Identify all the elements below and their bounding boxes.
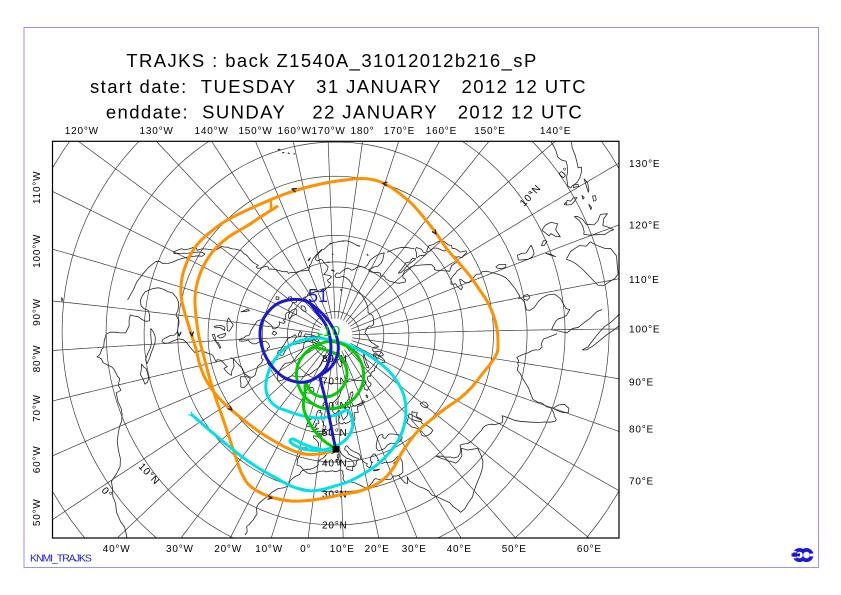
svg-text:10°E: 10°E: [330, 544, 355, 555]
svg-text:20°W: 20°W: [214, 544, 242, 555]
svg-text:130°E: 130°E: [629, 159, 660, 170]
svg-text:50°E: 50°E: [502, 544, 527, 555]
svg-text:51: 51: [308, 286, 328, 306]
svg-text:50°N: 50°N: [322, 428, 348, 439]
svg-text:160°E: 160°E: [426, 126, 457, 137]
svg-text:60°W: 60°W: [32, 445, 43, 473]
svg-text:70°N: 70°N: [322, 377, 348, 388]
svg-text:170°E: 170°E: [384, 126, 415, 137]
svg-text:100°E: 100°E: [629, 324, 660, 335]
svg-text:180°: 180°: [351, 126, 375, 137]
svg-text:70°E: 70°E: [629, 477, 654, 488]
svg-text:150°E: 150°E: [474, 126, 505, 137]
svg-text:70°W: 70°W: [32, 394, 43, 422]
svg-text:140°E: 140°E: [540, 126, 571, 137]
svg-text:TRAJKS : back Z1540A_31012012b: TRAJKS : back Z1540A_31012012b216_sP: [126, 50, 537, 72]
svg-text:30°W: 30°W: [166, 544, 194, 555]
svg-text:120°W: 120°W: [65, 126, 99, 137]
svg-text:10: 10: [323, 324, 341, 340]
svg-text:20°E: 20°E: [365, 544, 390, 555]
svg-text:170°W: 170°W: [312, 126, 346, 137]
svg-text:40°W: 40°W: [103, 544, 131, 555]
svg-text:160°W: 160°W: [278, 126, 312, 137]
svg-text:40°N: 40°N: [322, 459, 348, 470]
svg-text:20°N: 20°N: [322, 521, 348, 532]
svg-text:150°W: 150°W: [238, 126, 272, 137]
svg-text:90°E: 90°E: [629, 378, 654, 389]
svg-text:enddate: SUNDAY 22 JANUARY: enddate: SUNDAY 22 JANUARY 2012 12 UTC: [106, 102, 583, 123]
svg-text:110°E: 110°E: [629, 275, 660, 286]
svg-text:80°W: 80°W: [32, 345, 43, 373]
svg-text:10°W: 10°W: [255, 544, 283, 555]
svg-text:110°W: 110°W: [32, 171, 43, 204]
svg-text:50°W: 50°W: [32, 498, 43, 526]
svg-text:30°E: 30°E: [402, 544, 427, 555]
svg-text:120°E: 120°E: [629, 221, 660, 232]
svg-text:100°W: 100°W: [32, 234, 43, 268]
svg-text:130°W: 130°W: [140, 126, 174, 137]
svg-text:0°: 0°: [300, 544, 311, 555]
svg-text:40°E: 40°E: [447, 544, 472, 555]
svg-text:start date: TUESDAY 31 JANU: start date: TUESDAY 31 JANUARY 2012 12 U…: [90, 76, 587, 97]
svg-text:80°E: 80°E: [629, 425, 654, 436]
svg-text:60°E: 60°E: [577, 544, 602, 555]
svg-text:140°W: 140°W: [195, 126, 229, 137]
svg-text:90°W: 90°W: [32, 298, 43, 326]
svg-text:60°N: 60°N: [322, 401, 348, 412]
svg-text:KNMI_TRAJKS: KNMI_TRAJKS: [30, 553, 92, 565]
